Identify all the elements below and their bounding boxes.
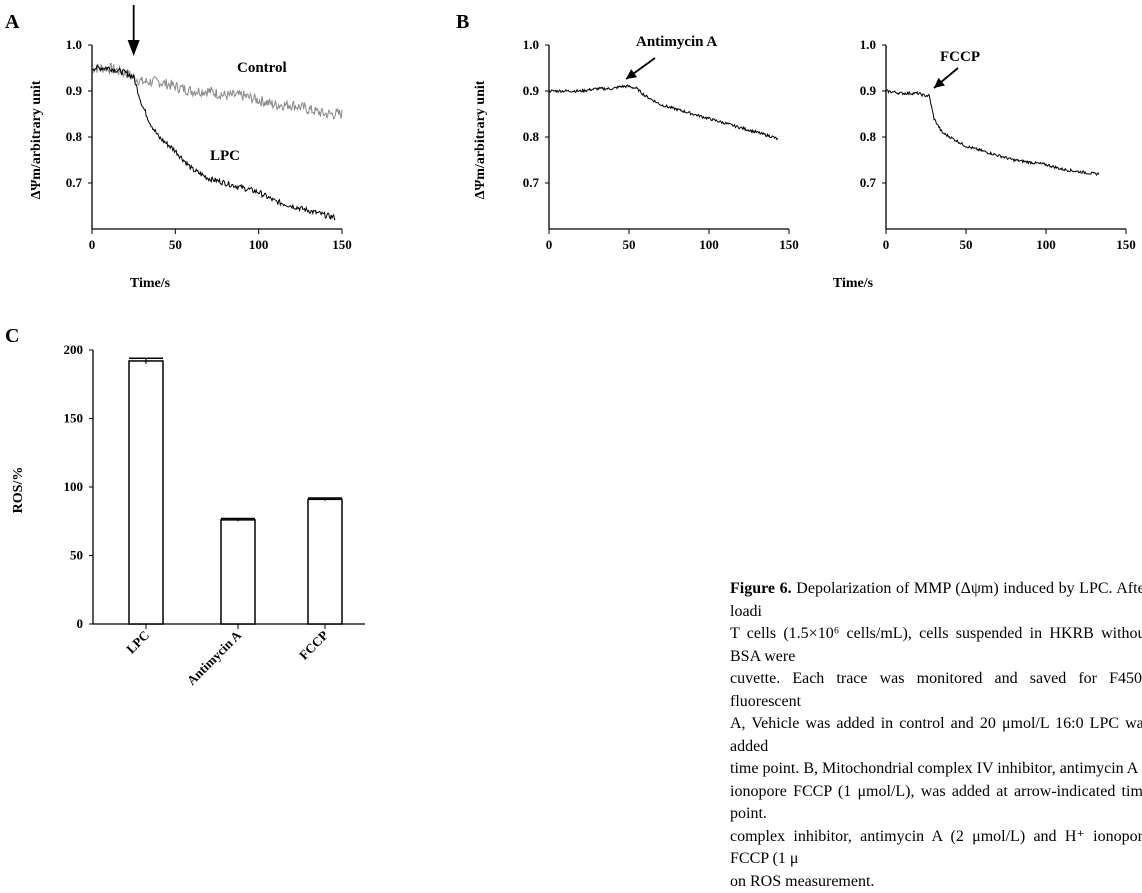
series-label-control: Control (237, 60, 287, 76)
caption-line-2: T cells (1.5×10⁶ cells/mL), cells suspen… (730, 623, 1142, 668)
y-tick-label: 0.8 (66, 129, 83, 144)
series-line (886, 90, 1099, 175)
series-label-lpc: LPC (210, 148, 240, 164)
y-tick-label: 0.7 (860, 175, 877, 190)
y-tick-label: 1.0 (523, 37, 539, 52)
caption-line-7: complex inhibitor, antimycin A (2 μmol/L… (730, 826, 1142, 871)
caption-line-5: time point. B, Mitochondrial complex IV … (730, 758, 1142, 781)
series-line (92, 64, 342, 119)
panel-c-y-title: ROS/% (11, 467, 26, 514)
x-tick-label: 0 (883, 237, 890, 252)
caption-line-8: on ROS measurement. (730, 871, 1142, 893)
x-tick-label: 150 (1116, 237, 1136, 252)
panel-c-bar-chart: 200 150 100 50 0 LPC Antimycin A FCCP (64, 342, 366, 688)
caption-label: Figure 6. (730, 580, 792, 597)
y-tick-label: 0.9 (860, 83, 877, 98)
caption-line-1: Depolarization of MMP (Δψm) induced by L… (730, 580, 1142, 620)
x-tick-label: 100 (699, 237, 719, 252)
series-line (92, 65, 335, 219)
panel-a-y-title: ΔΨm/arbitrary unit (29, 80, 44, 199)
bar-lpc (129, 361, 163, 624)
panel-b-x-title: Time/s (833, 276, 874, 291)
x-tick-label: Antimycin A (184, 627, 245, 688)
x-tick-label: 100 (1036, 237, 1056, 252)
y-tick-label: 50 (70, 548, 83, 563)
panel-a-letter: A (5, 11, 20, 33)
caption-line-3: cuvette. Each trace was monitored and sa… (730, 668, 1142, 713)
caption-line-4: A, Vehicle was added in control and 20 μ… (730, 713, 1142, 758)
panel-b-antimycin-line-chart: 1.0 0.9 0.8 0.7 0 50 100 150 Antimycin A (523, 34, 799, 252)
y-tick-label: 0.8 (523, 129, 540, 144)
x-tick-label: LPC (123, 628, 152, 657)
x-tick-label: 150 (779, 237, 799, 252)
x-tick-label: 0 (546, 237, 553, 252)
y-tick-label: 0.7 (523, 175, 540, 190)
lpc-addition-arrowhead (128, 40, 140, 56)
y-tick-label: 0.7 (66, 175, 83, 190)
annotation-arrowhead (626, 69, 637, 79)
y-tick-label: 150 (64, 411, 84, 426)
panel-a-x-title: Time/s (130, 276, 171, 291)
panel-a-line-chart: 1.0 0.9 0.8 0.7 0 50 100 150 Control LPC (66, 5, 352, 252)
bar-fccp (308, 499, 342, 624)
panel-b-y-title: ΔΨm/arbitrary unit (473, 80, 488, 199)
y-tick-label: 0.8 (860, 129, 877, 144)
panel-c-letter: C (5, 325, 19, 347)
panel-b-letter: B (456, 11, 469, 33)
annotation-label: Antimycin A (636, 34, 717, 50)
x-tick-label: 0 (89, 237, 96, 252)
y-tick-label: 1.0 (66, 37, 82, 52)
x-tick-label: 50 (623, 237, 636, 252)
panel-b-fccp-line-chart: 1.0 0.9 0.8 0.7 0 50 100 150 FCCP (860, 37, 1136, 252)
y-tick-label: 100 (64, 479, 84, 494)
y-tick-label: 0.9 (523, 83, 540, 98)
figure-caption: Figure 6. Depolarization of MMP (Δψm) in… (730, 578, 1142, 893)
x-tick-label: 50 (960, 237, 973, 252)
y-tick-label: 0.9 (66, 83, 83, 98)
x-tick-label: 50 (169, 237, 182, 252)
annotation-label: FCCP (940, 49, 980, 65)
y-tick-label: 200 (64, 342, 84, 357)
bar-antimycin-a (221, 520, 255, 624)
series-line (549, 85, 778, 139)
y-tick-label: 0 (77, 616, 84, 631)
caption-line-6: ionopore FCCP (1 μmol/L), was added at a… (730, 781, 1142, 826)
x-tick-label: 100 (249, 237, 269, 252)
x-tick-label: FCCP (296, 627, 331, 662)
x-tick-label: 150 (332, 237, 352, 252)
y-tick-label: 1.0 (860, 37, 876, 52)
